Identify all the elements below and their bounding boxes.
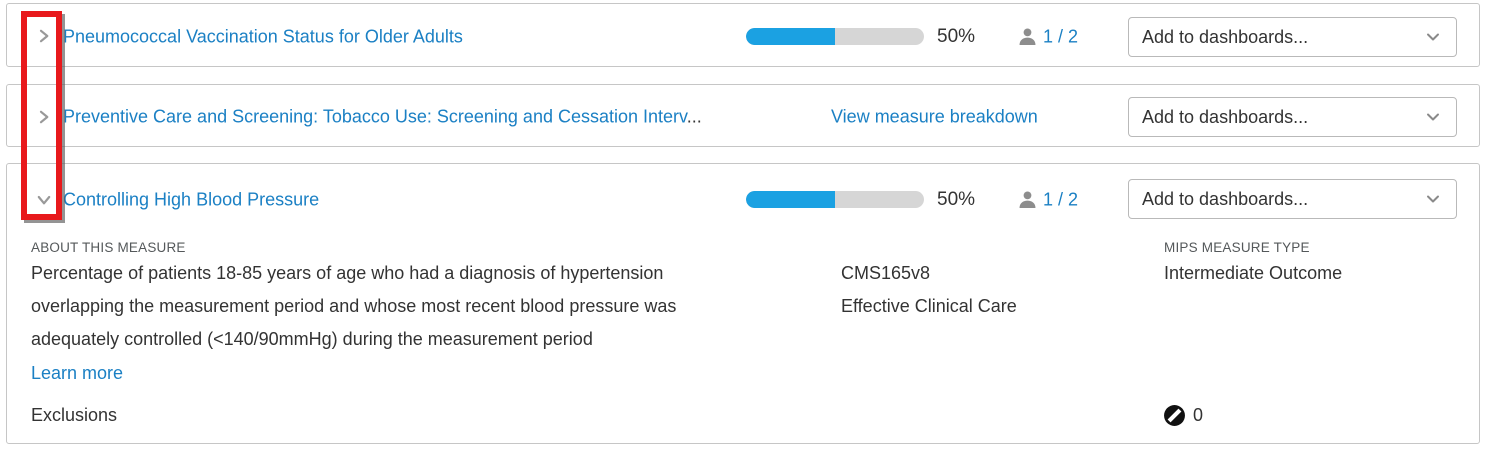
progress-percent-label: 50% <box>937 26 976 47</box>
measure-description: Percentage of patients 18-85 years of ag… <box>31 257 811 356</box>
measure-title-link[interactable]: Pneumococcal Vaccination Status for Olde… <box>63 26 463 47</box>
patients-count-link[interactable]: 1 / 2 <box>1017 190 1078 211</box>
description-line: adequately controlled (<140/90mmHg) duri… <box>31 329 593 349</box>
patients-count-link[interactable]: 1 / 2 <box>1017 27 1078 48</box>
measure-title-link[interactable]: Preventive Care and Screening: Tobacco U… <box>63 106 702 127</box>
dropdown-label: Add to dashboards... <box>1142 106 1309 127</box>
measure-title-link[interactable]: Controlling High Blood Pressure <box>63 189 320 210</box>
progress-bar <box>746 28 924 45</box>
measure-row-tobacco: Preventive Care and Screening: Tobacco U… <box>6 84 1480 147</box>
progress-bar <box>746 191 924 208</box>
add-to-dashboards-dropdown[interactable]: Add to dashboards... <box>1128 179 1457 219</box>
progress-percent-label: 50% <box>937 189 976 210</box>
add-to-dashboards-dropdown[interactable]: Add to dashboards... <box>1128 97 1457 137</box>
chevron-right-icon <box>36 109 52 125</box>
chevron-down-icon <box>1424 108 1442 126</box>
chevron-down-icon <box>1424 190 1442 208</box>
person-icon <box>1017 27 1038 48</box>
add-to-dashboards-dropdown[interactable]: Add to dashboards... <box>1128 17 1457 57</box>
person-icon <box>1017 190 1038 211</box>
chevron-right-icon <box>36 28 52 44</box>
collapse-row-button[interactable] <box>33 189 55 211</box>
patients-count: 1 / 2 <box>1043 189 1079 210</box>
expand-row-button[interactable] <box>33 25 55 47</box>
description-line: overlapping the measurement period and w… <box>31 296 677 316</box>
progress-bar-fill <box>746 28 835 45</box>
exclusions-count-group: 0 <box>1163 404 1203 427</box>
about-this-measure-label: ABOUT THIS MEASURE <box>31 240 186 255</box>
measure-meta-column: CMS165v8 Effective Clinical Care <box>841 257 1017 323</box>
measure-row-pneumococcal: Pneumococcal Vaccination Status for Olde… <box>6 3 1480 67</box>
care-domain: Effective Clinical Care <box>841 296 1017 316</box>
mips-measure-type-value: Intermediate Outcome <box>1164 263 1343 283</box>
view-measure-breakdown-link[interactable]: View measure breakdown <box>831 106 1038 127</box>
cms-id: CMS165v8 <box>841 263 931 283</box>
learn-more-link[interactable]: Learn more <box>31 363 124 383</box>
patients-count: 1 / 2 <box>1043 26 1079 47</box>
mips-measure-type-label: MIPS MEASURE TYPE <box>1164 240 1310 255</box>
truncation-ellipsis: ... <box>686 106 702 127</box>
chevron-down-icon <box>1424 28 1442 46</box>
half-circle-icon <box>1163 404 1186 427</box>
progress-bar-fill <box>746 191 835 208</box>
chevron-down-icon <box>36 192 52 208</box>
measure-row-blood-pressure: Controlling High Blood Pressure 50% 1 / … <box>6 163 1480 444</box>
expand-row-button[interactable] <box>33 106 55 128</box>
dropdown-label: Add to dashboards... <box>1142 188 1309 209</box>
exclusions-label: Exclusions <box>31 405 118 425</box>
dropdown-label: Add to dashboards... <box>1142 26 1309 47</box>
description-line: Percentage of patients 18-85 years of ag… <box>31 263 664 283</box>
exclusions-count: 0 <box>1193 405 1204 425</box>
